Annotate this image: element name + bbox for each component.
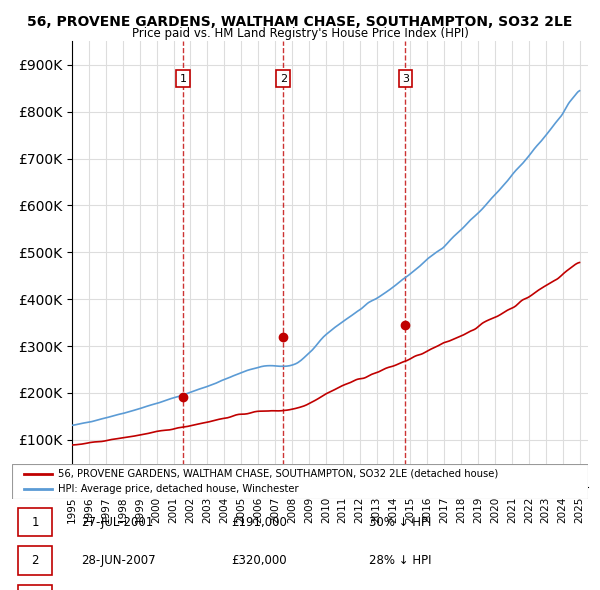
- Text: 30% ↓ HPI: 30% ↓ HPI: [369, 516, 431, 529]
- Text: 56, PROVENE GARDENS, WALTHAM CHASE, SOUTHAMPTON, SO32 2LE (detached house): 56, PROVENE GARDENS, WALTHAM CHASE, SOUT…: [58, 469, 499, 479]
- Text: £191,000: £191,000: [231, 516, 287, 529]
- Text: 56, PROVENE GARDENS, WALTHAM CHASE, SOUTHAMPTON, SO32 2LE: 56, PROVENE GARDENS, WALTHAM CHASE, SOUT…: [28, 15, 572, 29]
- FancyBboxPatch shape: [12, 464, 588, 499]
- Text: 28-JUN-2007: 28-JUN-2007: [81, 554, 156, 567]
- Text: 28% ↓ HPI: 28% ↓ HPI: [369, 554, 431, 567]
- FancyBboxPatch shape: [18, 546, 52, 575]
- Text: 3: 3: [402, 74, 409, 84]
- Text: £320,000: £320,000: [231, 554, 287, 567]
- Text: Price paid vs. HM Land Registry's House Price Index (HPI): Price paid vs. HM Land Registry's House …: [131, 27, 469, 40]
- Text: 2: 2: [280, 74, 287, 84]
- Text: 2: 2: [31, 554, 39, 567]
- FancyBboxPatch shape: [18, 585, 52, 590]
- Text: HPI: Average price, detached house, Winchester: HPI: Average price, detached house, Winc…: [58, 484, 299, 494]
- FancyBboxPatch shape: [18, 508, 52, 536]
- Text: 1: 1: [31, 516, 39, 529]
- Text: 27-JUL-2001: 27-JUL-2001: [81, 516, 154, 529]
- Text: 1: 1: [179, 74, 187, 84]
